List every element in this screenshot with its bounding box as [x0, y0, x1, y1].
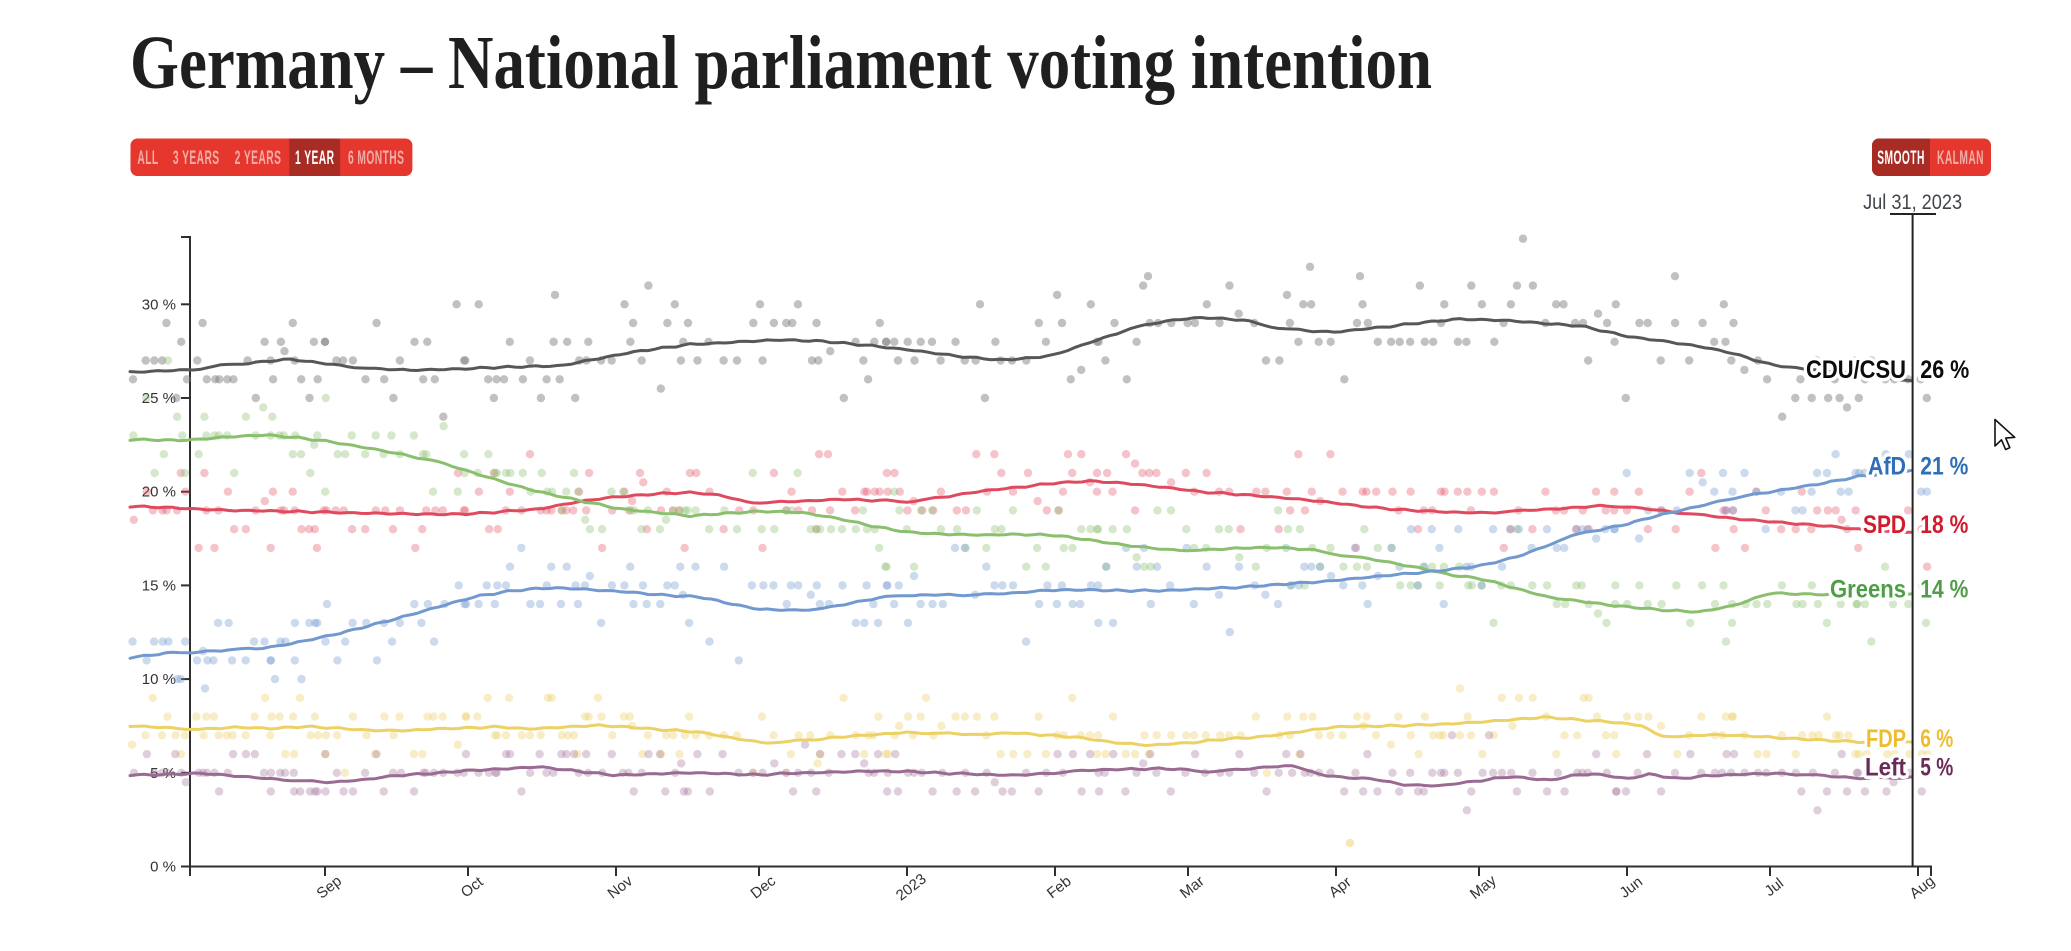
svg-text:26 %: 26 % — [1920, 356, 1969, 384]
svg-text:SMOOTH: SMOOTH — [1877, 148, 1925, 169]
svg-text:20 %: 20 % — [142, 484, 176, 501]
svg-text:Left: Left — [1865, 754, 1907, 782]
svg-text:30 %: 30 % — [142, 296, 176, 313]
svg-text:AfD: AfD — [1868, 453, 1906, 481]
svg-text:FDP: FDP — [1866, 725, 1906, 753]
svg-text:14 %: 14 % — [1920, 576, 1968, 604]
svg-text:SPD: SPD — [1863, 511, 1906, 539]
svg-text:10 %: 10 % — [142, 671, 176, 688]
svg-text:0 %: 0 % — [150, 859, 176, 876]
svg-text:CDU/CSU: CDU/CSU — [1806, 356, 1906, 384]
svg-text:18 %: 18 % — [1920, 511, 1968, 539]
svg-text:15 %: 15 % — [142, 577, 176, 594]
svg-text:Greens: Greens — [1830, 576, 1906, 604]
svg-text:3 YEARS: 3 YEARS — [173, 148, 220, 169]
svg-text:25 %: 25 % — [142, 390, 176, 407]
svg-text:ALL: ALL — [137, 148, 158, 169]
svg-text:6 MONTHS: 6 MONTHS — [348, 148, 404, 169]
svg-text:Germany – National parliament: Germany – National parliament voting int… — [130, 21, 1432, 105]
svg-text:1 YEAR: 1 YEAR — [295, 148, 334, 169]
svg-text:5 %: 5 % — [1920, 754, 1953, 782]
svg-text:21 %: 21 % — [1920, 453, 1968, 481]
svg-text:2 YEARS: 2 YEARS — [235, 148, 282, 169]
svg-text:KALMAN: KALMAN — [1937, 148, 1984, 169]
svg-text:Jul 31, 2023: Jul 31, 2023 — [1863, 191, 1962, 214]
svg-text:6 %: 6 % — [1920, 725, 1953, 753]
